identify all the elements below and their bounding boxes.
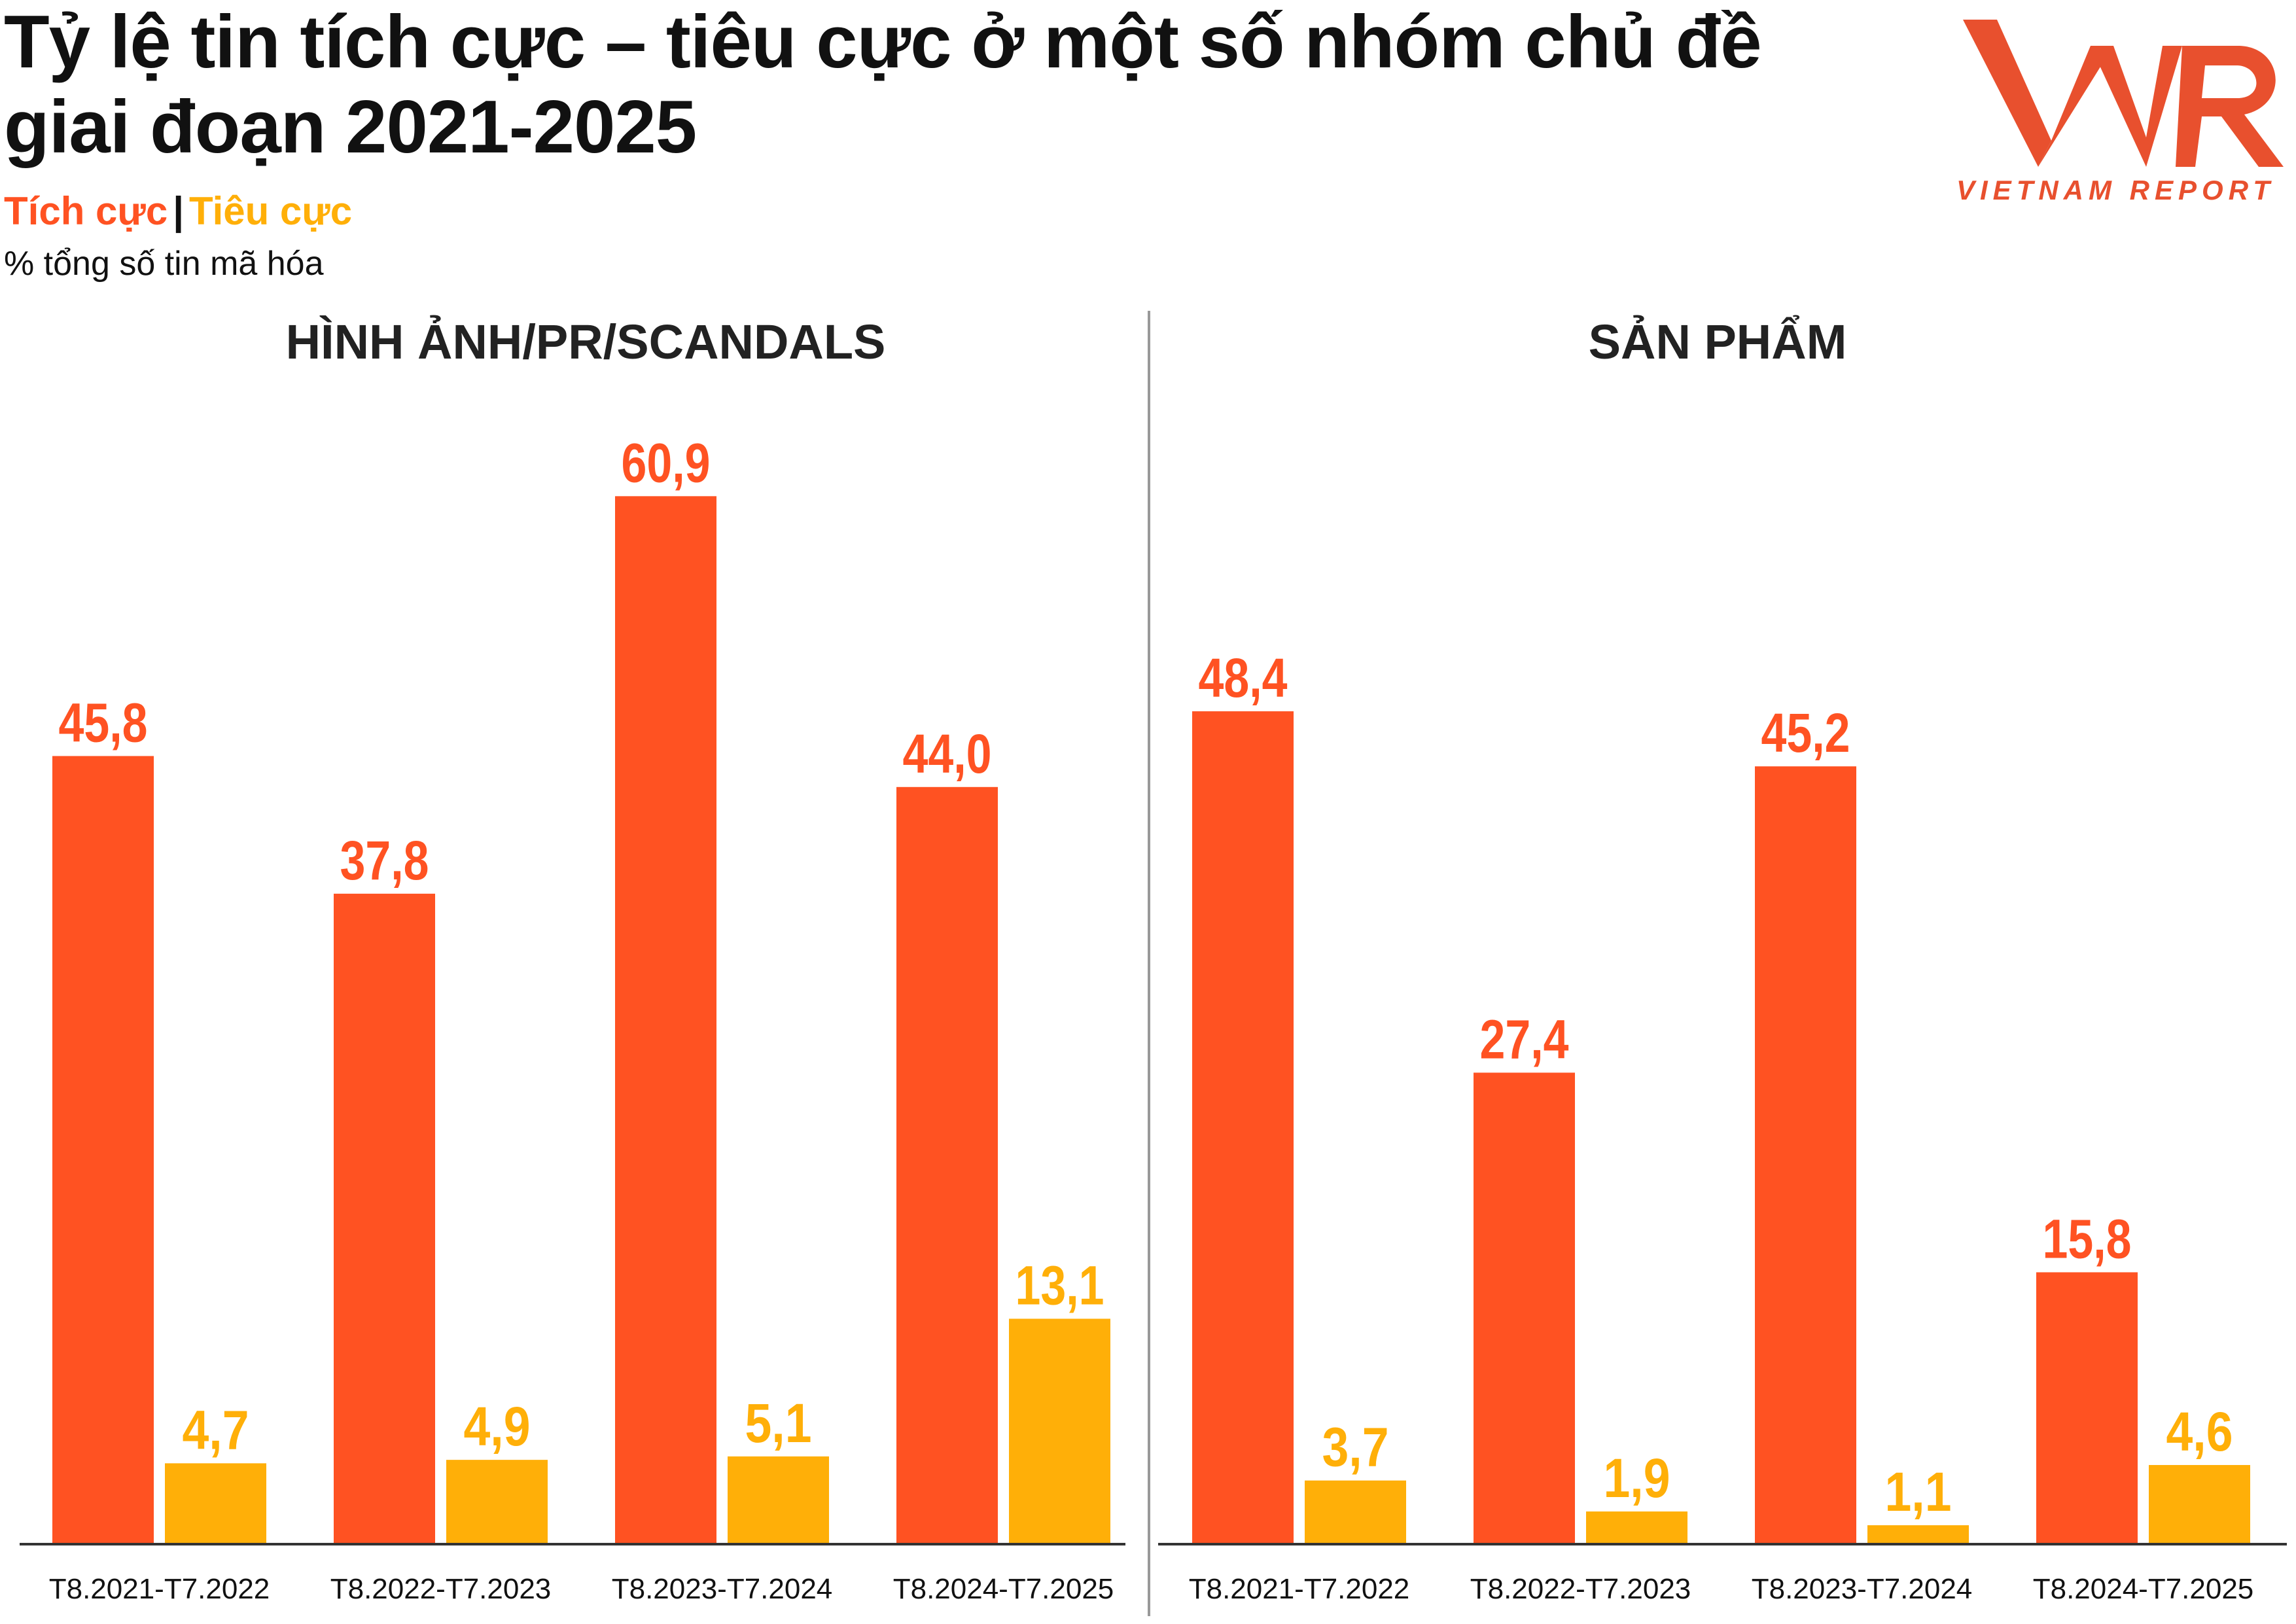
data-label: 45,2 [1761,702,1850,764]
chart-panel: SẢN PHẨM 48,4 3,7 T8.2021-T7.2022 27,4 1,9 T8.… [1158,315,2287,1605]
data-label: 4,9 [464,1396,531,1457]
bar-negative [1867,1525,1969,1544]
legend-positive: Tích cực [4,189,168,233]
bar-negative [1009,1318,1110,1544]
panel-title: HÌNH ẢNH/PR/SCANDALS [286,315,886,369]
bar-positive [334,893,435,1544]
bar-positive [1474,1072,1575,1544]
chart-panels: HÌNH ẢNH/PR/SCANDALS 45,8 4,7 T8.2021-T7.20… [20,315,2287,1605]
panel-title: SẢN PHẨM [1589,315,1847,369]
x-tick-label: T8.2021-T7.2022 [49,1573,270,1605]
x-tick-label: T8.2022-T7.2023 [330,1573,552,1605]
bar-positive [1192,711,1294,1544]
legend-separator: | [173,189,184,233]
x-tick-label: T8.2021-T7.2022 [1189,1573,1410,1605]
x-tick-label: T8.2023-T7.2024 [612,1573,833,1605]
bar-positive [1755,766,1856,1544]
legend: Tích cực | Tiêu cực [4,188,1901,234]
bar-positive [615,496,716,1544]
data-label: 48,4 [1199,647,1288,709]
chart-title: Tỷ lệ tin tích cực – tiêu cực ở một số n… [4,1,1762,169]
data-label: 15,8 [2043,1208,2132,1269]
chart-panel: HÌNH ẢNH/PR/SCANDALS 45,8 4,7 T8.2021-T7.20… [20,315,1125,1605]
data-label: 45,8 [59,692,148,753]
data-label: 37,8 [340,830,429,891]
bar-positive [52,756,154,1544]
bar-positive [2036,1272,2138,1544]
x-tick-label: T8.2024-T7.2025 [2033,1573,2254,1605]
chart-header: Tỷ lệ tin tích cực – tiêu cực ở một số n… [4,0,1901,284]
vnr-logo-text: VIETNAM REPORT [1956,175,2275,205]
bar-negative [728,1456,829,1544]
legend-negative: Tiêu cực [189,189,353,233]
data-label: 1,1 [1885,1461,1952,1523]
x-tick-label: T8.2023-T7.2024 [1752,1573,1973,1605]
bar-negative [1305,1480,1406,1544]
vnr-logo-mark [1963,20,2284,167]
bar-negative [446,1460,548,1544]
data-label: 1,9 [1604,1447,1670,1509]
unit-label: % tổng số tin mã hóa [4,245,324,283]
bar-positive [896,786,998,1544]
data-label: 4,6 [2166,1401,2233,1462]
bar-negative [165,1463,266,1544]
bar-negative [2149,1465,2250,1544]
data-label: 44,0 [903,723,992,785]
data-label: 60,9 [622,432,711,493]
bar-negative [1586,1511,1687,1544]
vnr-logo-icon: VIETNAM REPORT [1956,20,2284,205]
data-label: 4,7 [183,1399,249,1460]
data-label: 5,1 [745,1392,812,1454]
x-tick-label: T8.2022-T7.2023 [1470,1573,1691,1605]
data-label: 13,1 [1016,1254,1104,1316]
data-label: 27,4 [1480,1008,1569,1070]
x-tick-label: T8.2024-T7.2025 [893,1573,1114,1605]
data-label: 3,7 [1322,1417,1389,1478]
